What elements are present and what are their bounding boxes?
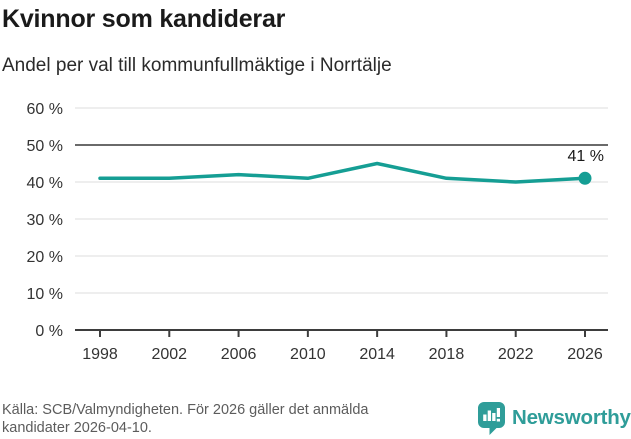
chart-subtitle: Andel per val till kommunfullmäktige i N… xyxy=(2,55,392,76)
svg-text:0 %: 0 % xyxy=(35,323,63,340)
source-note-line2: kandidater 2026-04-10. xyxy=(2,419,152,436)
newsworthy-logo: Newsworthy xyxy=(477,401,631,435)
source-note: Källa: SCB/Valmyndigheten. För 2026 gäll… xyxy=(2,402,368,437)
svg-text:10 %: 10 % xyxy=(27,286,63,303)
svg-text:2026: 2026 xyxy=(567,346,603,363)
svg-text:50 %: 50 % xyxy=(27,138,63,155)
svg-text:20 %: 20 % xyxy=(27,249,63,266)
svg-text:1998: 1998 xyxy=(82,346,118,363)
svg-text:2014: 2014 xyxy=(359,346,395,363)
svg-text:2006: 2006 xyxy=(221,346,257,363)
svg-text:2002: 2002 xyxy=(151,346,187,363)
newsworthy-wordmark: Newsworthy xyxy=(512,406,631,429)
svg-text:2010: 2010 xyxy=(290,346,326,363)
source-note-line1: Källa: SCB/Valmyndigheten. För 2026 gäll… xyxy=(2,402,369,418)
svg-text:41 %: 41 % xyxy=(568,148,604,165)
line-chart: 0 % 10 % 20 % 30 % 40 % 50 % 60 % 1998 2002 2006 2… xyxy=(27,101,608,363)
svg-text:60 %: 60 % xyxy=(27,101,63,118)
newsworthy-icon xyxy=(478,402,505,435)
chart-title: Kvinnor som kandiderar xyxy=(2,5,286,33)
svg-text:40 %: 40 % xyxy=(27,175,63,192)
svg-text:2022: 2022 xyxy=(498,346,534,363)
svg-text:2018: 2018 xyxy=(429,346,465,363)
svg-text:30 %: 30 % xyxy=(27,212,63,229)
